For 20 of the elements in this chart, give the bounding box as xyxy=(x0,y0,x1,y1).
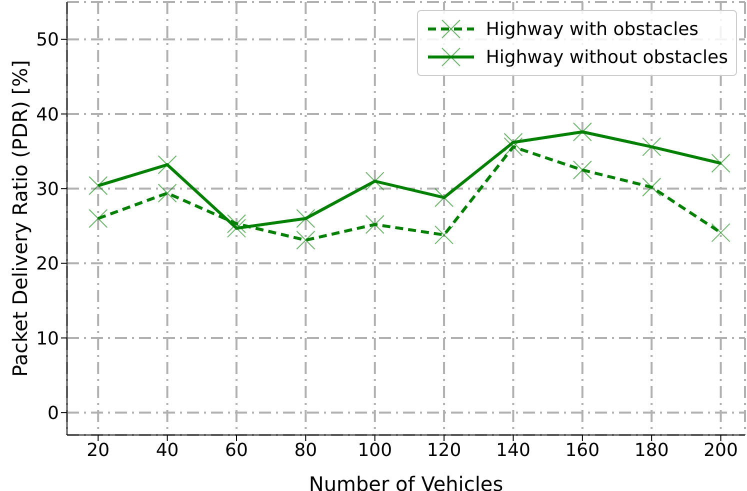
x-tick-label: 120 xyxy=(426,440,462,461)
legend-label: Highway without obstacles xyxy=(486,46,728,68)
x-tick-label: 160 xyxy=(565,440,600,461)
x-tick-label: 80 xyxy=(294,440,318,461)
x-tick-label: 20 xyxy=(86,440,110,461)
x-tick-label: 60 xyxy=(225,440,248,461)
y-tick-label: 30 xyxy=(36,179,59,200)
y-tick-label: 0 xyxy=(48,402,59,424)
legend-label: Highway with obstacles xyxy=(486,18,699,40)
x-tick-label: 100 xyxy=(358,440,392,461)
x-tick-label: 40 xyxy=(156,440,179,461)
x-tick-label: 200 xyxy=(704,440,738,461)
y-tick-label: 20 xyxy=(36,254,59,275)
y-tick-label: 50 xyxy=(36,30,59,51)
x-tick-label: 180 xyxy=(634,440,669,461)
x-axis-title: Number of Vehicles xyxy=(308,472,504,491)
y-tick-label: 40 xyxy=(36,104,59,126)
x-tick-label: 140 xyxy=(496,440,530,461)
y-axis-title: Packet Delivery Ratio (PDR) [%] xyxy=(8,60,32,377)
y-tick-label: 10 xyxy=(36,328,59,350)
